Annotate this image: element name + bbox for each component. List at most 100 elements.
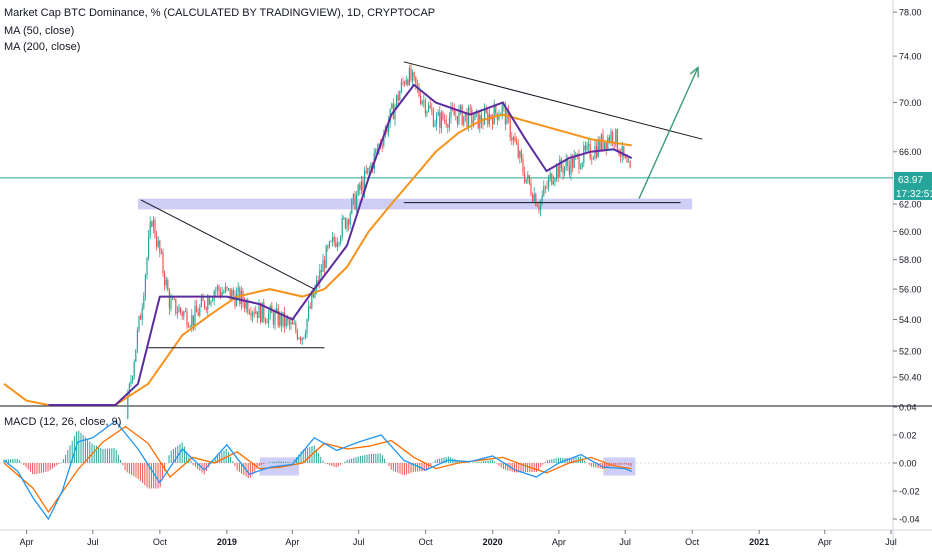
candle-body bbox=[544, 186, 546, 188]
candle-body bbox=[266, 321, 268, 324]
candle-body bbox=[187, 326, 190, 328]
candle-body bbox=[575, 154, 577, 156]
candle-body bbox=[267, 313, 270, 324]
candle-body bbox=[149, 221, 151, 237]
candle-body bbox=[539, 200, 542, 211]
candle-body bbox=[567, 160, 569, 166]
candle-body bbox=[309, 306, 311, 309]
candle-body bbox=[410, 67, 412, 81]
candle-body bbox=[597, 140, 599, 158]
candle-body bbox=[362, 181, 364, 192]
candle-body bbox=[317, 279, 319, 284]
candle-body bbox=[277, 308, 279, 326]
candle-body bbox=[178, 307, 180, 313]
candle-body bbox=[408, 67, 410, 85]
candle-body bbox=[421, 101, 423, 104]
candle-body bbox=[227, 288, 230, 290]
candle-body bbox=[282, 312, 284, 326]
price-tick-label: 50.40 bbox=[899, 373, 922, 383]
candle-body bbox=[453, 109, 455, 116]
candle-body bbox=[399, 91, 401, 101]
candle-body bbox=[320, 269, 322, 272]
time-tick-label: Jul bbox=[353, 537, 365, 547]
candle-body bbox=[328, 241, 330, 248]
candle-body bbox=[253, 312, 255, 314]
candle-body bbox=[578, 154, 580, 169]
last-price-label: 63.97 bbox=[898, 175, 923, 186]
candle-body bbox=[443, 119, 446, 121]
candle-body bbox=[261, 302, 263, 323]
candle-body bbox=[322, 260, 324, 272]
candle-body bbox=[143, 295, 145, 308]
candle-body bbox=[343, 217, 345, 219]
candle-body bbox=[285, 318, 287, 327]
price-tick-label: 54.00 bbox=[899, 315, 922, 325]
candle-body bbox=[192, 315, 194, 326]
candle-body bbox=[203, 301, 206, 308]
candle-body bbox=[600, 134, 602, 150]
candle-body bbox=[511, 137, 513, 141]
candle-body bbox=[327, 246, 329, 248]
price-tick-label: 78.00 bbox=[899, 8, 922, 18]
candle-body bbox=[323, 260, 326, 268]
candle-body bbox=[197, 312, 199, 316]
candle-body bbox=[170, 299, 172, 309]
candle-body bbox=[144, 275, 146, 296]
candle-body bbox=[303, 337, 305, 339]
candle-body bbox=[330, 241, 332, 242]
candle-body bbox=[139, 316, 142, 320]
candle-body bbox=[495, 104, 497, 114]
candle-body bbox=[611, 132, 614, 142]
candle-body bbox=[509, 118, 511, 138]
candle-body bbox=[416, 84, 418, 87]
price-tick-label: 62.00 bbox=[899, 200, 922, 210]
candle-body bbox=[565, 160, 567, 167]
candle-body bbox=[231, 290, 233, 299]
candle-body bbox=[552, 181, 554, 185]
candle-body bbox=[173, 298, 175, 300]
candle-body bbox=[531, 194, 534, 202]
candle-body bbox=[394, 105, 396, 120]
candle-body bbox=[621, 146, 623, 157]
candle-body bbox=[427, 105, 430, 112]
candle-body bbox=[202, 297, 204, 302]
candle-body bbox=[415, 76, 417, 85]
candle-body bbox=[445, 119, 447, 126]
candle-body bbox=[368, 167, 370, 169]
macd-tick-label: -0.04 bbox=[899, 515, 920, 525]
price-tick-label: 56.00 bbox=[899, 285, 922, 295]
candle-body bbox=[189, 326, 191, 328]
candle-body bbox=[247, 300, 249, 313]
candle-body bbox=[351, 199, 353, 214]
candle-body bbox=[459, 105, 462, 110]
candle-body bbox=[402, 81, 404, 83]
price-tick-label: 60.00 bbox=[899, 227, 922, 237]
candle-body bbox=[325, 246, 327, 268]
last-price-badge bbox=[894, 172, 932, 186]
candle-body bbox=[581, 162, 583, 168]
candle-body bbox=[215, 290, 217, 292]
time-tick-label: Oct bbox=[153, 537, 168, 547]
candle-body bbox=[533, 193, 535, 202]
candle-body bbox=[381, 145, 383, 147]
candle-body bbox=[306, 319, 308, 334]
candle-body bbox=[405, 79, 407, 85]
candle-body bbox=[183, 311, 185, 317]
candle-body bbox=[363, 170, 366, 192]
candle-body bbox=[480, 114, 482, 124]
candle-body bbox=[535, 193, 537, 206]
candle-body bbox=[599, 140, 601, 150]
macd-tick-label: 0.02 bbox=[899, 431, 917, 441]
candle-body bbox=[155, 236, 158, 247]
candle-body bbox=[570, 157, 572, 175]
candle-body bbox=[551, 173, 553, 185]
price-tick-label: 74.00 bbox=[899, 52, 922, 62]
candle-body bbox=[568, 165, 570, 175]
candle-body bbox=[439, 112, 441, 128]
candle-body bbox=[607, 137, 609, 149]
moving-averages bbox=[3, 83, 633, 406]
candle-body bbox=[157, 240, 159, 247]
candle-body bbox=[455, 115, 457, 117]
